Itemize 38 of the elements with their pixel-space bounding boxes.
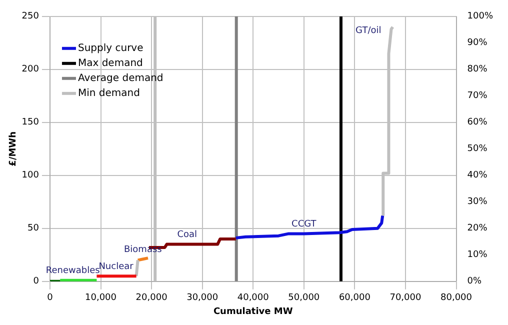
x-tick-label: 10,000 bbox=[85, 293, 117, 304]
y2-tick-label: 50% bbox=[467, 144, 488, 154]
y2-tick-label: 90% bbox=[467, 38, 488, 48]
y-tick-label: 250 bbox=[22, 12, 40, 22]
y-tick-label: 50 bbox=[28, 224, 40, 234]
y2-tick-label: 60% bbox=[467, 118, 488, 128]
x-axis-title: Cumulative MW bbox=[213, 306, 293, 317]
y-tick-label: 0 bbox=[33, 276, 40, 287]
x-tick-label: 40,000 bbox=[237, 293, 270, 304]
y2-tick-label: 70% bbox=[467, 91, 488, 102]
y-tick-label: 150 bbox=[22, 118, 40, 128]
annotation: GT/oil bbox=[356, 26, 382, 36]
annotation: Nuclear bbox=[98, 262, 134, 272]
y-tick-label: 200 bbox=[22, 64, 40, 75]
annotation: Renewables bbox=[46, 266, 100, 276]
y-tick-label: 100 bbox=[22, 170, 40, 181]
x-tick-label: 30,000 bbox=[186, 293, 218, 304]
y2-tick-label: 20% bbox=[467, 224, 488, 234]
y2-tick-label: 10% bbox=[467, 250, 488, 260]
x-tick-label: 20,000 bbox=[136, 293, 168, 304]
legend-label: Average demand bbox=[78, 72, 164, 84]
y2-tick-label: 100% bbox=[467, 12, 494, 22]
x-tick-label: 0 bbox=[47, 293, 54, 304]
y2-tick-label: 80% bbox=[467, 64, 488, 75]
x-tick-label: 70,000 bbox=[390, 293, 422, 304]
annotation: CCGT bbox=[292, 220, 317, 230]
x-tick-label: 80,000 bbox=[440, 293, 472, 304]
legend-label: Supply curve bbox=[78, 42, 144, 54]
y-axis-title: £/MWh bbox=[8, 131, 19, 166]
legend-label: Min demand bbox=[78, 88, 140, 99]
x-tick-label: 50,000 bbox=[288, 293, 320, 304]
annotation: Biomass bbox=[124, 244, 162, 255]
annotation: Coal bbox=[177, 230, 198, 240]
y2-tick-label: 40% bbox=[467, 170, 488, 181]
y2-tick-label: 0% bbox=[467, 276, 482, 287]
x-tick-label: 60,000 bbox=[338, 293, 371, 304]
y2-tick-label: 30% bbox=[467, 197, 488, 208]
legend-label: Max demand bbox=[78, 58, 143, 69]
